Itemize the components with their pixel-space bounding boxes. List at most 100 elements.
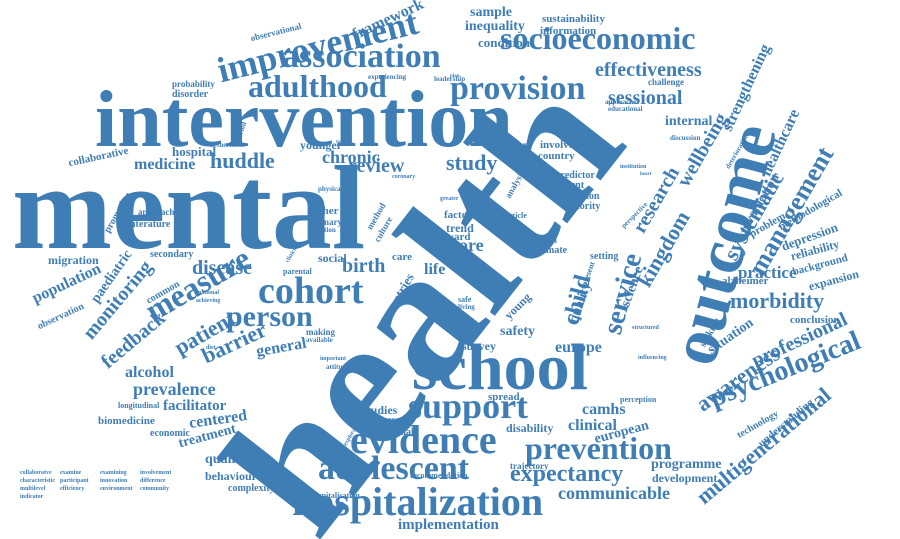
word-chronic: chronic [322, 147, 380, 167]
word-processes: processes [364, 415, 404, 426]
word-environment: environment [100, 486, 133, 492]
word-medicine: medicine [134, 156, 196, 173]
word-socioeconomic: socioeconomic [500, 20, 696, 56]
word-programme: programme [651, 457, 722, 472]
word-adolescent: adolescent [318, 450, 470, 487]
word-involvement: involvement [140, 470, 172, 476]
word-setting: setting [590, 251, 619, 262]
word-safety: safety [500, 324, 535, 339]
word-survey: survey [462, 339, 496, 353]
word-examine: coronary [392, 174, 416, 180]
word-facilitator: facilitator [163, 398, 227, 414]
word-adulthood: adulthood [248, 68, 387, 104]
word-development: development [652, 471, 718, 485]
word-decision: decision [565, 191, 600, 202]
word-prevention: prevention [525, 430, 672, 466]
word-multilevel: plan [450, 74, 460, 79]
word-challenge: challenge [648, 77, 684, 87]
word-review: review [348, 155, 405, 177]
word-expectancy: expectancy [510, 461, 624, 487]
word-secondary: secondary [150, 249, 194, 260]
word-care: care [392, 251, 412, 263]
word-association: association [282, 38, 441, 75]
word-examining: institution [620, 164, 647, 170]
word-behaviour: behaviour [205, 469, 258, 483]
word-cohort: cohort [258, 270, 364, 312]
word-indicator: indicator [20, 494, 44, 500]
word-participant: participant [60, 478, 89, 484]
word-innovation: innovation [100, 478, 128, 484]
word-potential: potential [376, 427, 414, 438]
word-factor: factor [444, 209, 473, 221]
word-involvement: heart [640, 172, 652, 177]
word-multilevel: multilevel [20, 486, 46, 492]
word-effectiveness: effectiveness [595, 59, 702, 81]
word-alcohol: alcohol [125, 364, 174, 381]
word-attitude: attitude [326, 363, 350, 371]
word-finding: finding [510, 229, 532, 237]
word-characteristic: diet [206, 345, 216, 351]
word-study: study [446, 150, 498, 175]
word-case: case [450, 255, 470, 267]
word-implementation: implementation [398, 517, 499, 533]
word-biomedicine: biomedicine [98, 415, 155, 427]
word-spread: spread [488, 391, 520, 403]
word-innovation: national [198, 290, 220, 296]
word-condition: condition [478, 35, 531, 50]
word-conclusion: conclusion [790, 314, 840, 326]
word-huddle: huddle [210, 148, 275, 173]
word-policy: policy [494, 139, 530, 154]
word-hospitalisation: hospitalisation [310, 491, 360, 500]
word-birth: birth [342, 255, 386, 277]
word-important: important [320, 356, 346, 362]
word-approach: approach [138, 207, 175, 217]
word-hospital: hospital [172, 144, 217, 159]
word-economic: economic [150, 428, 190, 439]
word-person: person [226, 300, 313, 333]
word-ward: ward [446, 231, 471, 243]
word-disease: disease [192, 257, 252, 279]
word-difference: difference [140, 478, 166, 484]
word-higher: higher [308, 205, 339, 217]
word-article: article [505, 211, 527, 220]
word-position: position [312, 226, 336, 234]
word-structured: structured [632, 325, 659, 331]
word-trajectory: trajectory [510, 461, 549, 471]
word-migration: migration [48, 253, 99, 267]
word-leadership: leadership [434, 75, 466, 83]
word-netherlands: netherlands [210, 141, 246, 149]
word-safe: safe [458, 295, 472, 304]
word-examine: examine [60, 470, 82, 476]
word-environment: total [336, 140, 346, 145]
word-support: support [408, 386, 529, 426]
word-school: school [412, 331, 589, 404]
word-practice: practice [738, 263, 797, 282]
word-available: available [306, 336, 333, 344]
word-evidence: evidence [350, 417, 497, 462]
word-internal: internal [665, 114, 713, 129]
word-primary: primary [310, 217, 342, 227]
word-predictor: predictor [555, 170, 595, 181]
word-characteristic: characteristic [20, 478, 55, 484]
word-parental: parental [283, 267, 312, 276]
word-disability: disability [506, 421, 554, 435]
word-more: more [444, 235, 484, 255]
word-sustainability: sustainability [542, 13, 605, 25]
word-collaboratve: sample [470, 5, 512, 20]
word-strengthening: strengthening [718, 41, 775, 134]
word-community: community [140, 486, 169, 492]
word-alzheimer: alzheimer [722, 275, 769, 287]
word-physical: physical [318, 185, 343, 193]
word-probability: probability [172, 79, 215, 89]
word-experiencing: experiencing [368, 73, 407, 81]
word-life: life [424, 261, 446, 278]
word-literature: literature [130, 219, 171, 230]
word-involved: involved [540, 139, 580, 151]
word-collaboratve: collaboratve [20, 470, 52, 476]
word-efficiency: efficiency [60, 486, 85, 492]
word-complexity: complexity [228, 483, 275, 494]
word-qualitative: qualitative [205, 452, 269, 467]
word-educational: educational [608, 105, 643, 113]
word-global: global [536, 236, 557, 245]
